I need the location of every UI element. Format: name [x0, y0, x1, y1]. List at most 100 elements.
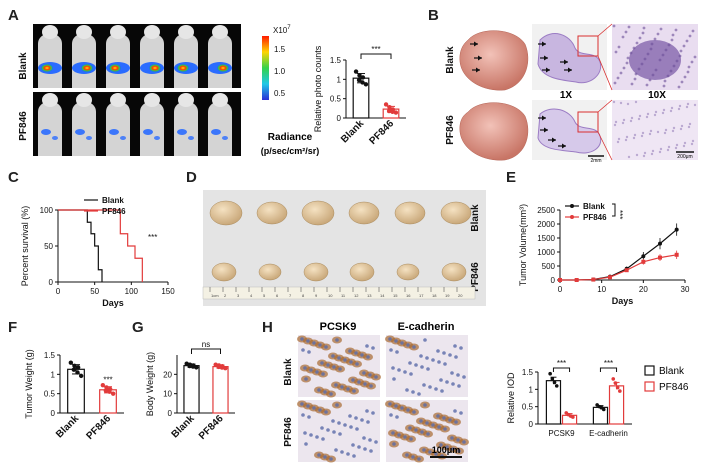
cell-nucleus — [420, 430, 424, 434]
cell-nucleus — [425, 421, 429, 425]
cell-nucleus — [687, 65, 691, 69]
imaging-pf846 — [33, 92, 241, 156]
x-tick-label: 50 — [90, 287, 99, 296]
lesion-arrowhead — [542, 115, 546, 121]
ruler-mark-label: 16 — [406, 293, 411, 298]
bioluminescence-signal — [222, 136, 228, 140]
bioluminescence-signal — [211, 129, 221, 135]
cell-nucleus — [658, 150, 662, 154]
data-point — [550, 377, 555, 381]
lesion-arrowhead — [552, 137, 556, 143]
cell-nucleus — [357, 380, 361, 384]
lesion-arrowhead — [476, 67, 480, 73]
cell-nucleus — [622, 66, 626, 70]
cell-nucleus — [653, 37, 657, 41]
panel-label-h: H — [262, 319, 273, 336]
cell-nucleus — [443, 362, 447, 366]
panel-a: A Blank PF846 X107 1.5 1.0 0.5 Radiance … — [8, 7, 406, 156]
data-point — [390, 109, 395, 115]
ruler-mark-label: 6 — [276, 293, 279, 298]
legend-label-blank: Blank — [659, 366, 685, 377]
cell-nucleus — [301, 413, 305, 417]
data-point — [641, 259, 646, 264]
cell-nucleus — [412, 345, 416, 349]
cell-nucleus — [624, 138, 628, 142]
cell-nucleus — [395, 415, 399, 419]
x-tick-label: 30 — [681, 285, 690, 294]
ruler-mark-label: 12 — [354, 293, 359, 298]
lesion-arrowhead — [544, 55, 548, 61]
data-point — [360, 80, 365, 85]
cell-nucleus — [649, 47, 653, 51]
cell-nucleus — [682, 144, 686, 148]
mouse-body — [174, 33, 198, 88]
cell-nucleus — [614, 50, 618, 54]
data-point — [363, 82, 369, 87]
cell-nucleus — [645, 83, 649, 87]
cell-nucleus — [366, 420, 370, 424]
tumor-pf846 — [303, 262, 329, 282]
cell-nucleus — [317, 388, 321, 392]
ruler-mark-label: 4 — [250, 293, 253, 298]
cell-nucleus — [425, 356, 429, 360]
data-point — [100, 382, 106, 388]
chart-f-tumor-weight: 0 0.5 1 1.5 Tumor Weight (g) Blank PF846 *** — [24, 349, 124, 442]
mouse-head — [212, 25, 228, 39]
mouse-head — [42, 93, 58, 107]
y-tick-label: 100 — [40, 206, 54, 215]
cell-nucleus — [685, 105, 689, 109]
x-tick-label: PF846 — [197, 413, 226, 442]
lesion-arrowhead — [546, 67, 550, 73]
chart-h-relative-iod: 0 0.5 1 1.5 Relative IOD *** PCSK9 *** E-cadheri… — [506, 359, 689, 438]
data-point — [71, 367, 77, 372]
cell-nucleus — [349, 360, 353, 364]
cell-nucleus — [321, 372, 325, 376]
cell-nucleus — [457, 449, 461, 453]
cell-nucleus — [420, 365, 424, 369]
data-point — [548, 371, 552, 376]
cell-nucleus — [451, 447, 455, 451]
cell-nucleus — [360, 353, 364, 357]
cell-nucleus — [391, 366, 395, 370]
cell-nucleus — [462, 440, 466, 444]
cell-nucleus — [419, 419, 423, 423]
bar-blank-pcsk9 — [545, 380, 562, 425]
cell-nucleus — [671, 129, 675, 133]
cell-nucleus — [395, 350, 399, 354]
cell-nucleus — [635, 41, 639, 45]
x-tick-label: 0 — [558, 285, 563, 294]
mouse-body — [140, 33, 164, 88]
cell-nucleus — [318, 343, 322, 347]
data-point — [608, 275, 612, 280]
cell-nucleus — [629, 119, 633, 123]
cell-nucleus — [641, 131, 645, 135]
cell-nucleus — [677, 85, 681, 89]
mouse-body — [106, 101, 130, 156]
cell-nucleus — [651, 73, 655, 77]
ruler-mark-label: 9 — [315, 293, 318, 298]
stain-label-pcsk9: PCSK9 — [320, 321, 357, 333]
cell-nucleus — [679, 127, 683, 131]
cell-nucleus — [317, 453, 321, 457]
data-point — [184, 361, 189, 366]
cell-nucleus — [437, 425, 441, 429]
bioluminescence-signal — [86, 136, 92, 140]
cell-nucleus — [411, 390, 415, 394]
cell-nucleus — [669, 109, 673, 113]
data-point — [387, 104, 392, 110]
y-axis-label: Tumor Volume(mm³) — [518, 204, 528, 286]
y-tick-label: 0 — [49, 278, 54, 287]
x-tick-label: 150 — [161, 287, 175, 296]
bioluminescence-signal — [143, 129, 153, 135]
significance-bracket — [191, 348, 221, 354]
chart-g-body-weight: 0 10 20 Body Weight (g) Blank PF846 ns — [145, 340, 235, 442]
cell-nucleus — [633, 133, 637, 137]
data-point — [571, 415, 575, 419]
cell-nucleus — [648, 132, 652, 136]
cell-nucleus — [650, 42, 654, 46]
cell-nucleus — [629, 51, 633, 55]
cell-nucleus — [671, 33, 675, 37]
tumor-pf846 — [396, 263, 420, 281]
cell-nucleus — [675, 143, 679, 147]
cell-nucleus — [612, 100, 616, 104]
